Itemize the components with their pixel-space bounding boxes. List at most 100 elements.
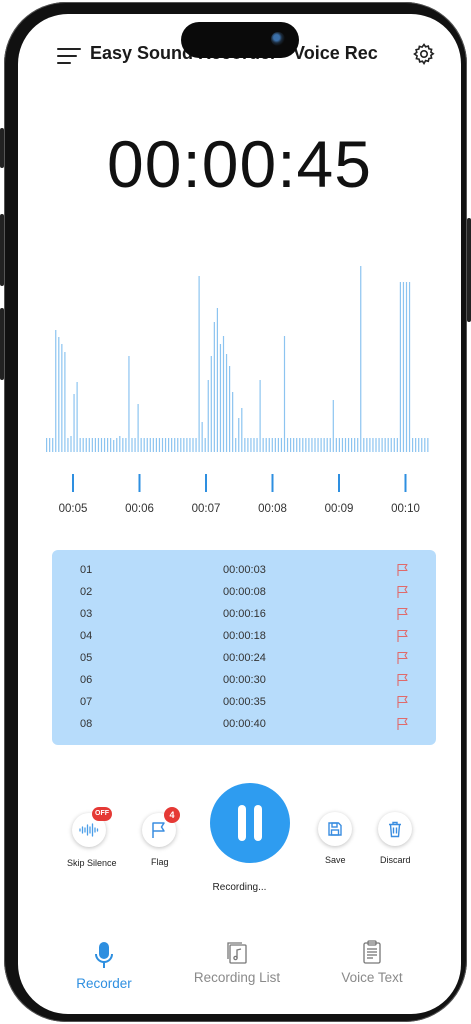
waveform-bar [262, 438, 264, 452]
flag-number: 05 [80, 652, 93, 664]
waveform-bar [58, 337, 60, 452]
waveform-bar [421, 438, 423, 452]
waveform-bar [399, 282, 401, 452]
waveform-bar [46, 438, 48, 452]
waveform-bar [100, 438, 103, 452]
waveform-bar [198, 276, 200, 452]
waveform-bar [344, 438, 347, 452]
waveform-bar [52, 438, 54, 452]
waveform-bar [225, 354, 228, 452]
waveform-bar [290, 438, 292, 452]
waveform-bar [250, 438, 252, 452]
dynamic-island [181, 22, 299, 58]
flag-time: 00:00:40 [223, 718, 266, 730]
discard-button[interactable] [378, 812, 412, 846]
flag-row[interactable]: 05 00:00:24 [52, 648, 436, 670]
waveform-bar [390, 438, 392, 452]
waveform-bar [85, 438, 87, 452]
waveform-bar [369, 438, 371, 452]
flag-button[interactable]: 4 [142, 807, 180, 847]
waveform-bar [131, 438, 133, 452]
pause-button[interactable] [210, 783, 290, 863]
flag-icon [397, 651, 408, 664]
waveform-bar [384, 438, 386, 452]
waveform-bar [387, 438, 389, 452]
flag-row[interactable]: 07 00:00:35 [52, 692, 436, 714]
waveform-bar [286, 438, 289, 452]
flag-number: 02 [80, 586, 93, 598]
waveform-bar [375, 438, 377, 452]
save-label: Save [325, 855, 346, 865]
waveform-bar [357, 438, 359, 452]
waveform [46, 266, 429, 452]
waveform-bar [427, 438, 429, 452]
waveform-bar [244, 438, 246, 452]
nav-recording-list[interactable]: Recording List [172, 940, 302, 985]
nav-recorder-label: Recorder [76, 976, 132, 991]
flag-time: 00:00:24 [223, 652, 266, 664]
waveform-bar [174, 438, 176, 452]
waveform-bar [171, 438, 173, 452]
flag-count-badge: 4 [164, 807, 180, 823]
nav-voice-text[interactable]: Voice Text [307, 940, 437, 985]
flag-row[interactable]: 01 00:00:03 [52, 560, 436, 582]
flag-number: 07 [80, 696, 93, 708]
flag-row[interactable]: 04 00:00:18 [52, 626, 436, 648]
waveform-bar [271, 438, 273, 452]
waveform-bar [152, 438, 154, 452]
flag-row[interactable]: 03 00:00:16 [52, 604, 436, 626]
flag-time: 00:00:35 [223, 696, 266, 708]
flag-row[interactable]: 06 00:00:30 [52, 670, 436, 692]
waveform-bar [351, 438, 353, 452]
trash-icon [389, 821, 401, 838]
waveform-bar [314, 438, 316, 452]
waveform-bar [222, 336, 225, 452]
time-tick [205, 474, 207, 492]
waveform-bar [360, 266, 362, 452]
waveform-bar [189, 438, 191, 452]
flag-row[interactable]: 08 00:00:40 [52, 714, 436, 736]
waveform-bar [195, 438, 197, 452]
waveform-bar [180, 438, 182, 452]
waveform-bar [76, 382, 78, 452]
waveform-bar [335, 438, 337, 452]
waveform-bar [146, 438, 148, 452]
waveform-bar [161, 438, 164, 452]
nav-recorder[interactable]: Recorder [39, 942, 169, 991]
time-tick [138, 474, 141, 492]
waveform-bar [107, 438, 109, 452]
waveform-bar [402, 282, 405, 452]
skip-silence-button[interactable]: OFF [72, 807, 112, 847]
waveform-bar [73, 394, 75, 452]
hamburger-menu-icon[interactable] [57, 47, 81, 65]
waveform-bar [424, 438, 426, 452]
skip-silence-label: Skip Silence [67, 858, 117, 868]
flag-row[interactable]: 02 00:00:08 [52, 582, 436, 604]
waveform-bar [213, 322, 215, 452]
waveform-bar [158, 438, 161, 452]
waveform-bar [164, 438, 167, 452]
waveform-bar [381, 438, 383, 452]
waveform-bar [216, 308, 218, 452]
waveform-bar [186, 438, 188, 452]
save-button[interactable] [318, 812, 352, 846]
time-tick-label: 00:07 [192, 503, 221, 515]
flag-number: 08 [80, 718, 93, 730]
flag-number: 01 [80, 564, 93, 576]
flag-number: 06 [80, 674, 93, 686]
waveform-bar [238, 418, 240, 452]
waveform-bar [412, 438, 414, 452]
gear-icon[interactable] [412, 42, 436, 66]
waveform-bar [103, 438, 106, 452]
waveform-bar [332, 400, 334, 452]
waveform-bar [201, 422, 203, 452]
flag-number: 04 [80, 630, 93, 642]
flag-number: 03 [80, 608, 93, 620]
waveform-bar [354, 438, 356, 452]
waveform-bar [296, 438, 298, 452]
waveform-bar [219, 344, 222, 452]
waveform-bar [204, 438, 206, 452]
waveform-bar [207, 380, 209, 452]
document-text-icon [363, 940, 381, 964]
time-tick [271, 474, 274, 492]
